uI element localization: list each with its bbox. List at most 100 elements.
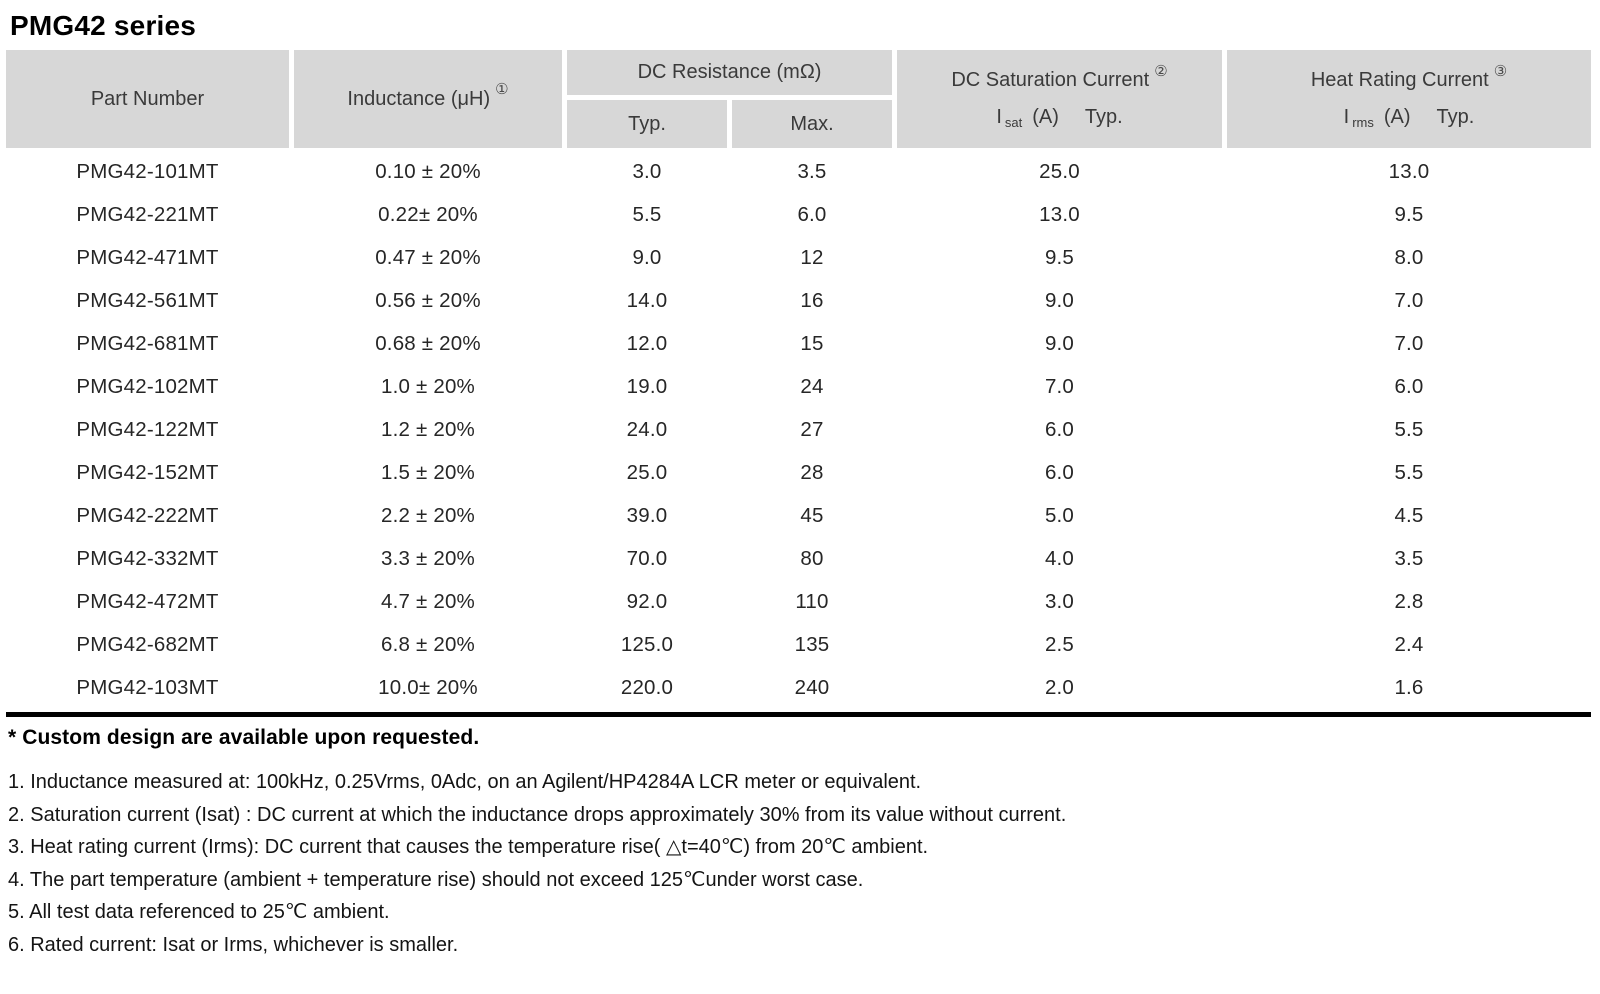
irms-cell: 5.5 xyxy=(1394,460,1424,484)
table-row: PMG42-221MT 0.22± 20% 5.5 6.0 13.0 9.5 xyxy=(6,193,1591,236)
inductance-cell: 6.8 ± 20% xyxy=(381,632,475,656)
dcr-typ-cell: 12.0 xyxy=(626,331,668,355)
part-number-label: Part Number xyxy=(90,87,205,110)
dcr-max-cell: 240 xyxy=(794,675,830,699)
footnote-line: 1. Inductance measured at: 100kHz, 0.25V… xyxy=(8,771,922,793)
dcr-max-cell: 24 xyxy=(800,374,824,398)
dcr-typ-cell: 3.0 xyxy=(632,159,662,183)
dc-saturation-text: DC Saturation Current xyxy=(951,69,1150,91)
page-title: PMG42 series xyxy=(10,10,197,41)
part-number-cell: PMG42-152MT xyxy=(76,460,219,484)
irms-cell: 2.8 xyxy=(1394,589,1424,613)
dcr-typ-cell: 125.0 xyxy=(620,632,674,656)
table-row: PMG42-122MT 1.2 ± 20% 24.0 27 6.0 5.5 xyxy=(6,408,1591,451)
dcr-typ-cell: 14.0 xyxy=(626,288,668,312)
irms-cell: 7.0 xyxy=(1394,331,1424,355)
dcr-typ-cell: 25.0 xyxy=(626,460,668,484)
table-row: PMG42-152MT 1.5 ± 20% 25.0 28 6.0 5.5 xyxy=(6,451,1591,494)
table-row: PMG42-472MT 4.7 ± 20% 92.0 110 3.0 2.8 xyxy=(6,580,1591,623)
table-row: PMG42-332MT 3.3 ± 20% 70.0 80 4.0 3.5 xyxy=(6,537,1591,580)
dcr-max-cell: 12 xyxy=(800,245,824,269)
col-header-dcr-typ: Typ. xyxy=(567,100,727,148)
col-header-heat-rating: Heat Rating Current ③ I rms (A) Typ. xyxy=(1227,50,1591,148)
dcr-max-cell: 15 xyxy=(800,331,824,355)
footnote-line: 2. Saturation current (Isat) : DC curren… xyxy=(8,803,1067,826)
footnote-ref-2-icon: ② xyxy=(1154,62,1168,80)
table-row: PMG42-682MT 6.8 ± 20% 125.0 135 2.5 2.4 xyxy=(6,623,1591,666)
dcr-max-cell: 28 xyxy=(800,460,824,484)
irms-cell: 4.5 xyxy=(1394,503,1424,527)
dcr-typ-cell: 70.0 xyxy=(626,546,668,570)
dcr-typ-cell: 92.0 xyxy=(626,589,668,613)
isat-cell: 7.0 xyxy=(1044,374,1075,398)
dcr-max-cell: 110 xyxy=(795,589,829,613)
inductance-cell: 0.68 ± 20% xyxy=(375,331,481,355)
isat-cell: 5.0 xyxy=(1044,503,1075,527)
irms-cell: 8.0 xyxy=(1394,245,1424,269)
dcr-typ-cell: 24.0 xyxy=(626,417,668,441)
custom-design-note: * Custom design are available upon reque… xyxy=(8,726,480,749)
dcr-max-label: Max. xyxy=(790,112,834,135)
irms-typ-label: Typ. xyxy=(1436,106,1475,128)
table-row: PMG42-561MT 0.56 ± 20% 14.0 16 9.0 7.0 xyxy=(6,279,1591,322)
table-row: PMG42-681MT 0.68 ± 20% 12.0 15 9.0 7.0 xyxy=(6,322,1591,365)
isat-typ-label: Typ. xyxy=(1084,106,1123,128)
isat-cell: 9.0 xyxy=(1044,288,1075,312)
irms-cell: 7.0 xyxy=(1394,288,1424,312)
dcr-max-cell: 45 xyxy=(800,503,824,527)
heat-rating-sub-label: I rms (A) Typ. xyxy=(1344,106,1475,130)
part-number-cell: PMG42-682MT xyxy=(76,632,219,656)
table-header: Part Number Inductance (μH) ① DC Resista… xyxy=(6,50,1591,148)
part-number-cell: PMG42-561MT xyxy=(76,288,219,312)
dc-saturation-group-label: DC Saturation Current ② xyxy=(951,63,1167,92)
isat-cell: 2.0 xyxy=(1044,675,1075,699)
dcr-max-cell: 3.5 xyxy=(797,159,827,183)
footnote-ref-1-icon: ① xyxy=(495,81,509,98)
footnotes-list: 1. Inductance measured at: 100kHz, 0.25V… xyxy=(8,766,1600,961)
irms-cell: 9.5 xyxy=(1394,202,1424,226)
isat-cell: 9.0 xyxy=(1044,331,1075,355)
isat-cell: 3.0 xyxy=(1044,589,1075,613)
table-row: PMG42-103MT 10.0± 20% 220.0 240 2.0 1.6 xyxy=(6,666,1591,709)
col-header-dc-saturation: DC Saturation Current ② I sat (A) Typ. xyxy=(897,50,1222,148)
isat-unit: (A) xyxy=(1032,106,1059,128)
inductance-cell: 2.2 ± 20% xyxy=(381,503,475,527)
col-header-inductance: Inductance (μH) ① xyxy=(294,50,562,148)
dcr-typ-label: Typ. xyxy=(628,112,666,135)
isat-cell: 6.0 xyxy=(1044,417,1075,441)
inductance-cell: 10.0± 20% xyxy=(378,675,478,699)
datasheet-page: PMG42 series Part Number Inductance (μH)… xyxy=(6,10,1600,961)
dcr-max-cell: 16 xyxy=(800,288,824,312)
part-number-cell: PMG42-471MT xyxy=(76,245,219,269)
irms-subscript: rms xyxy=(1352,115,1374,130)
irms-unit: (A) xyxy=(1383,106,1411,128)
irms-cell: 6.0 xyxy=(1394,374,1424,398)
dcr-typ-cell: 220.0 xyxy=(620,675,674,699)
irms-cell: 13.0 xyxy=(1388,159,1430,183)
isat-cell: 13.0 xyxy=(1039,202,1080,226)
table-bottom-rule xyxy=(6,712,1591,717)
part-number-cell: PMG42-221MT xyxy=(76,202,219,226)
inductance-label: Inductance (μH) xyxy=(347,87,491,110)
inductance-cell: 1.5 ± 20% xyxy=(381,460,475,484)
footnote-line: 4. The part temperature (ambient + tempe… xyxy=(8,868,864,891)
table-row: PMG42-102MT 1.0 ± 20% 19.0 24 7.0 6.0 xyxy=(6,365,1591,408)
part-number-cell: PMG42-102MT xyxy=(76,374,219,398)
inductance-cell: 0.47 ± 20% xyxy=(375,245,481,269)
dcr-typ-cell: 9.0 xyxy=(632,245,662,269)
footnote-line: 3. Heat rating current (Irms): DC curren… xyxy=(8,836,929,858)
isat-cell: 9.5 xyxy=(1044,245,1075,269)
irms-cell: 2.4 xyxy=(1394,632,1424,656)
isat-cell: 2.5 xyxy=(1044,632,1075,656)
table-body: PMG42-101MT 0.10 ± 20% 3.0 3.5 25.0 13.0… xyxy=(6,150,1591,709)
table-row: PMG42-222MT 2.2 ± 20% 39.0 45 5.0 4.5 xyxy=(6,494,1591,537)
inductance-cell: 0.10 ± 20% xyxy=(375,159,481,183)
part-number-cell: PMG42-222MT xyxy=(76,503,219,527)
part-number-cell: PMG42-103MT xyxy=(76,675,219,699)
heat-rating-group-label: Heat Rating Current ③ xyxy=(1311,63,1507,92)
irms-cell: 5.5 xyxy=(1394,417,1424,441)
isat-cell: 4.0 xyxy=(1044,546,1075,570)
dcr-typ-cell: 5.5 xyxy=(632,202,662,226)
col-header-part-number: Part Number xyxy=(6,50,289,148)
footnote-line: 5. All test data referenced to 25℃ ambie… xyxy=(8,901,390,923)
